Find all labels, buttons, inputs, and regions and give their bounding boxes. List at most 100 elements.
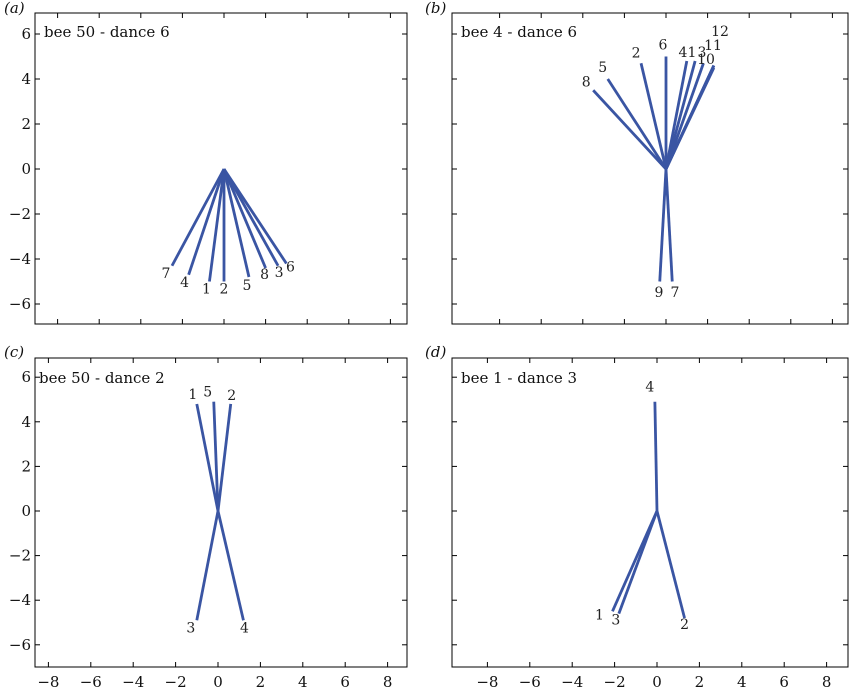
chart-panel-4: (d) bee 1 - dance 3 −8 −6 −4 −2 0 2 4 6 8 4 1 3 2 [425, 343, 849, 691]
dance-run-segment [664, 168, 674, 282]
dance-run-segment [222, 168, 288, 265]
y-tick-label: −4 [9, 250, 31, 268]
y-tick-label: 6 [21, 368, 31, 386]
segment-label: 4 [645, 380, 654, 396]
x-tick-label: 4 [298, 673, 308, 691]
dance-run-segment [664, 64, 716, 170]
x-tick-label: −4 [561, 673, 583, 691]
plot-frame [451, 357, 849, 668]
dance-run-segment [592, 89, 668, 170]
dance-run-segment [187, 168, 226, 276]
dance-run-segment [216, 403, 233, 512]
panel-letter: (d) [425, 343, 446, 361]
segment-label: 1 [595, 607, 604, 623]
panel-title: bee 50 - dance 6 [44, 23, 170, 41]
dance-run-segment [639, 62, 668, 170]
dance-run-segment [222, 168, 267, 269]
x-tick-label: −8 [476, 673, 498, 691]
y-tick-label: −6 [9, 636, 31, 654]
y-tick-label: −6 [9, 295, 31, 313]
panel-letter: (a) [4, 0, 25, 17]
dance-run-segment [208, 168, 226, 282]
dance-run-segment [606, 78, 668, 170]
segment-label: 11 [704, 38, 722, 54]
dance-run-segment [170, 168, 226, 267]
segment-label: 1 [202, 282, 211, 298]
plot-frame [451, 12, 849, 325]
dance-run-segment [222, 168, 251, 278]
x-tick-label: 2 [695, 673, 705, 691]
segment-label: 6 [659, 38, 668, 54]
plot-frame [34, 12, 408, 325]
segment-label: 3 [186, 620, 195, 636]
x-tick-label: 0 [652, 673, 662, 691]
segment-label: 7 [162, 266, 171, 282]
y-tick-label: 0 [21, 502, 31, 520]
panel-letter: (c) [4, 343, 24, 361]
segment-label: 10 [697, 52, 715, 68]
segment-label: 1 [188, 387, 197, 403]
y-tick-label: 4 [21, 413, 31, 431]
x-tick-label: 0 [213, 673, 223, 691]
segment-label: 1 [688, 45, 697, 61]
segment-label: 8 [582, 74, 591, 90]
y-tick-label: −2 [9, 205, 31, 223]
y-tick-label: −2 [9, 547, 31, 565]
chart-panel-3: (c) bee 50 - dance 2 6 4 2 0 −2 −4 −6 −8 −6 −4 −2 0 2 4… [4, 343, 408, 691]
dance-run-segment [658, 168, 668, 282]
segment-label: 2 [220, 282, 229, 298]
segment-label: 2 [632, 45, 641, 61]
segment-label: 12 [711, 24, 729, 40]
plot-frame [34, 357, 408, 668]
segment-label: 6 [286, 260, 295, 276]
dance-run-segment [653, 401, 659, 512]
x-tick-label: 2 [256, 673, 266, 691]
segment-label: 5 [203, 385, 212, 401]
y-tick-label: −4 [9, 591, 31, 609]
x-tick-label: 8 [383, 673, 393, 691]
segment-label: 3 [611, 613, 620, 629]
x-tick-label: −6 [80, 673, 102, 691]
segment-label: 5 [242, 278, 251, 294]
x-tick-label: 6 [779, 673, 789, 691]
y-tick-label: 2 [21, 457, 31, 475]
segment-label: 2 [227, 388, 236, 404]
dance-run-segment [216, 510, 245, 621]
segment-label: 3 [698, 45, 707, 61]
y-tick-label: 2 [21, 115, 31, 133]
segment-label: 3 [275, 265, 284, 281]
y-tick-label: 6 [21, 25, 31, 43]
dance-run-segment [664, 62, 705, 170]
dance-run-segment [195, 403, 220, 512]
dance-run-segment [195, 510, 220, 621]
panel-title: bee 1 - dance 3 [461, 369, 577, 387]
segment-label: 4 [180, 275, 189, 291]
segment-label: 9 [655, 285, 664, 301]
segment-label: 4 [679, 45, 688, 61]
segment-label: 2 [680, 617, 689, 633]
y-tick-label: 4 [21, 70, 31, 88]
panel-title: bee 50 - dance 2 [39, 369, 165, 387]
dance-run-segment [617, 510, 659, 615]
segment-label: 7 [671, 285, 680, 301]
x-tick-label: −2 [165, 673, 187, 691]
y-tick-label: 0 [21, 160, 31, 178]
x-tick-label: −8 [37, 673, 59, 691]
dance-run-segment [664, 60, 697, 170]
segment-label: 5 [598, 60, 607, 76]
segment-label: 4 [240, 620, 249, 636]
dance-run-segment [212, 401, 220, 512]
x-tick-label: 6 [340, 673, 350, 691]
dance-run-segment [655, 510, 686, 619]
panel-letter: (b) [425, 0, 446, 17]
x-tick-label: 4 [737, 673, 747, 691]
panel-title: bee 4 - dance 6 [461, 23, 577, 41]
x-tick-label: −4 [122, 673, 144, 691]
x-tick-label: 8 [822, 673, 832, 691]
x-tick-label: −6 [519, 673, 541, 691]
x-tick-label: −2 [604, 673, 626, 691]
segment-label: 8 [260, 267, 269, 283]
